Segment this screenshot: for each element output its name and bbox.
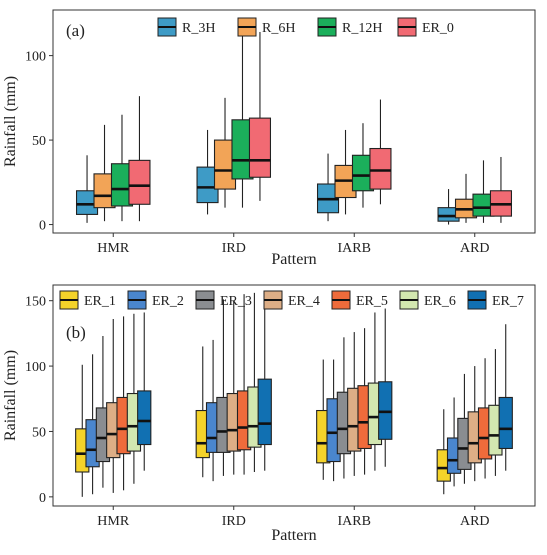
legend-label: R_12H — [342, 21, 382, 36]
panel-label: (a) — [66, 21, 85, 40]
y-tick-label: 150 — [25, 295, 46, 310]
x-axis-title: Pattern — [271, 251, 316, 268]
legend-label: ER_4 — [288, 294, 320, 309]
legend: ER_1 ER_2 ER_3 ER_4 ER_5 ER_6 ER_7 — [59, 290, 524, 310]
box-er-7 — [257, 378, 272, 446]
legend-label: ER_3 — [220, 294, 252, 309]
box-er-7 — [137, 390, 152, 446]
legend-label: ER_5 — [356, 294, 388, 309]
box-er-0 — [128, 159, 151, 205]
y-axis-title: Rainfall (mm) — [2, 76, 19, 167]
y-tick-label: 0 — [39, 219, 46, 234]
x-axis-title: Pattern — [271, 527, 316, 544]
legend-label: R_6H — [262, 21, 295, 36]
legend-label: R_3H — [182, 21, 215, 36]
x-tick-label: IRD — [222, 241, 246, 256]
box-er-0 — [369, 147, 392, 190]
y-tick-label: 50 — [32, 425, 46, 440]
panel-a: 0 50 100 HMR IRD IARB ARD Pattern Rainfall (mm) (… — [2, 9, 536, 268]
legend-label: ER_2 — [152, 294, 184, 309]
panel-b: 0 50 100 150 HMR IRD IARB ARD Pattern Rainfall (m… — [2, 284, 536, 544]
plot-frame — [52, 284, 536, 507]
y-tick-label: 100 — [25, 360, 46, 375]
x-tick-label: ARD — [460, 514, 490, 529]
y-tick-label: 0 — [39, 491, 46, 506]
legend-label: ER_7 — [492, 294, 524, 309]
x-tick-label: ARD — [460, 241, 490, 256]
y-tick-label: 50 — [32, 134, 46, 149]
legend: R_3H R_6H R_12H ER_0 — [157, 17, 454, 37]
legend-label: ER_6 — [424, 294, 456, 309]
y-tick-label: 100 — [25, 50, 46, 65]
box-er-0 — [248, 117, 272, 178]
box-er-7 — [498, 396, 513, 450]
x-tick-label: HMR — [97, 514, 130, 529]
plot-frame — [52, 9, 536, 234]
x-tick-label: HMR — [97, 241, 130, 256]
legend-label: ER_1 — [84, 294, 116, 309]
x-tick-label: IARB — [338, 241, 371, 256]
panel-label: (b) — [66, 323, 86, 342]
legend-label: ER_0 — [422, 21, 454, 36]
y-axis-title: Rainfall (mm) — [2, 350, 19, 441]
box-er-7 — [378, 381, 393, 440]
x-tick-label: IARB — [338, 514, 371, 529]
x-tick-label: IRD — [222, 514, 246, 529]
